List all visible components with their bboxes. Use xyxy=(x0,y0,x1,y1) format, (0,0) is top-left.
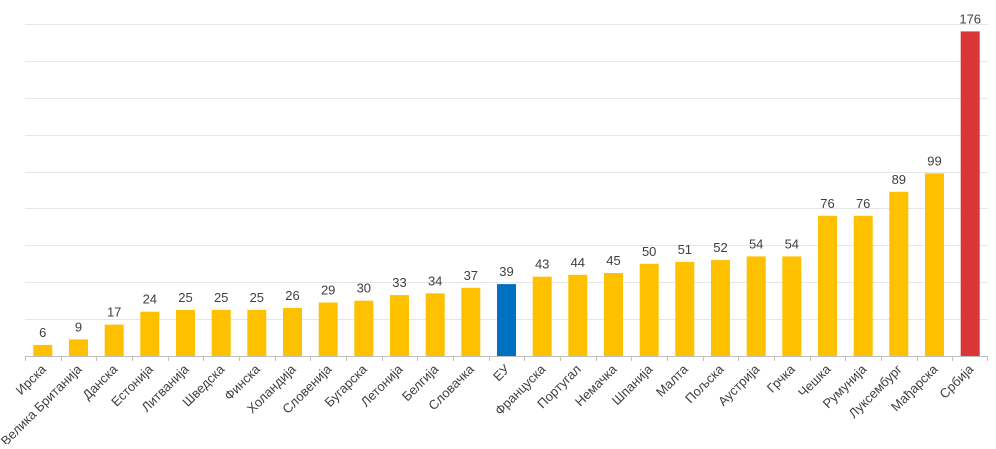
bar xyxy=(711,260,730,356)
bar xyxy=(960,31,980,357)
bar xyxy=(639,263,659,356)
bar xyxy=(354,300,374,356)
data-label: 25 xyxy=(178,290,192,305)
bar xyxy=(497,284,516,356)
data-label: 26 xyxy=(285,288,299,303)
category-label: ЕУ xyxy=(490,361,513,384)
category-label: Грчка xyxy=(764,361,799,396)
data-label: 25 xyxy=(250,290,264,305)
data-label: 176 xyxy=(959,11,981,26)
data-label: 39 xyxy=(499,264,513,279)
bar xyxy=(211,309,231,356)
bar xyxy=(33,344,53,356)
bar xyxy=(461,287,481,356)
category-label: Србија xyxy=(936,361,976,401)
data-label: 9 xyxy=(75,319,82,334)
data-label: 33 xyxy=(392,275,406,290)
category-label: Шпанија xyxy=(609,361,656,408)
data-label: 43 xyxy=(535,257,549,272)
bar xyxy=(889,191,909,356)
data-label: 45 xyxy=(606,253,620,268)
bar xyxy=(604,273,623,356)
data-label: 44 xyxy=(571,255,585,270)
bar xyxy=(925,173,944,356)
data-label: 17 xyxy=(107,305,121,320)
data-label: 50 xyxy=(642,244,656,259)
data-label: 30 xyxy=(357,281,371,296)
bar xyxy=(140,311,160,356)
bar xyxy=(104,324,124,356)
bar xyxy=(782,256,802,356)
data-label: 25 xyxy=(214,290,228,305)
bar xyxy=(283,308,302,356)
bar xyxy=(818,215,837,356)
bar xyxy=(176,309,195,356)
data-label: 54 xyxy=(785,236,799,251)
data-label: 24 xyxy=(143,292,157,307)
data-label: 76 xyxy=(856,196,870,211)
bar xyxy=(568,274,588,356)
data-label: 99 xyxy=(927,153,941,168)
bar xyxy=(532,276,552,356)
data-label: 76 xyxy=(820,196,834,211)
bar xyxy=(318,302,338,356)
data-label: 6 xyxy=(39,325,46,340)
data-label: 89 xyxy=(892,172,906,187)
data-label: 52 xyxy=(713,240,727,255)
data-label: 51 xyxy=(678,242,692,257)
bar xyxy=(425,293,445,356)
bar xyxy=(675,261,695,356)
data-label: 37 xyxy=(464,268,478,283)
data-label: 29 xyxy=(321,283,335,298)
bar xyxy=(746,256,766,356)
bar xyxy=(390,295,409,356)
bar xyxy=(853,215,873,356)
bar xyxy=(69,339,88,356)
data-label: 54 xyxy=(749,236,763,251)
bar xyxy=(247,309,267,356)
data-label: 34 xyxy=(428,273,442,288)
